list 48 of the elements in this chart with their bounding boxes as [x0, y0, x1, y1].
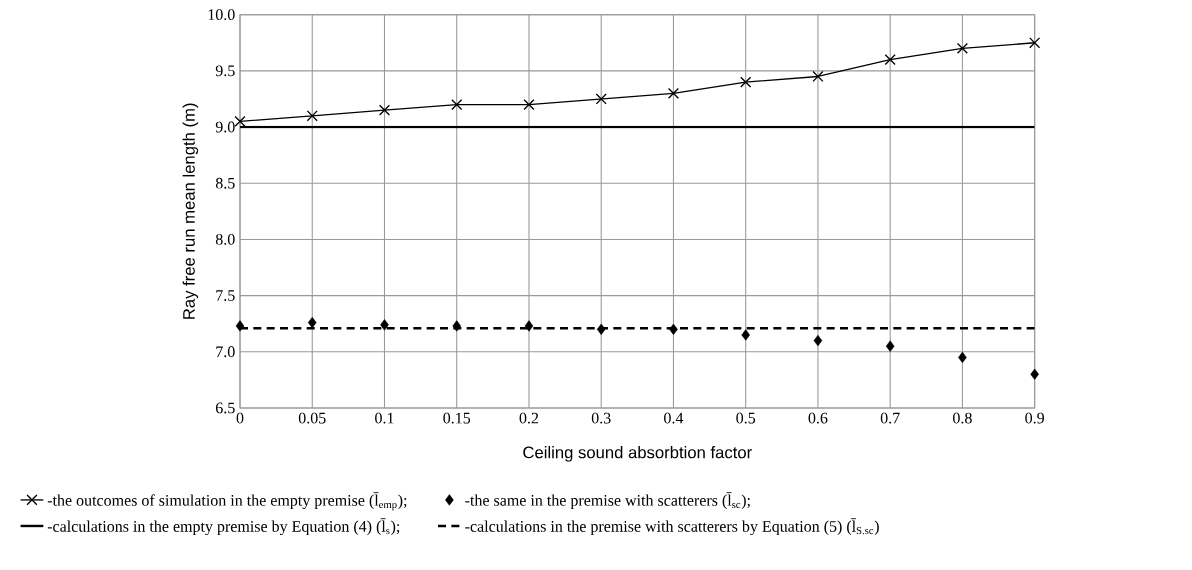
- point: [885, 340, 895, 352]
- point: [956, 42, 968, 54]
- point: [380, 319, 389, 331]
- point: [523, 98, 535, 111]
- point: [812, 70, 824, 83]
- x-tick-label: 0.5: [736, 412, 756, 424]
- y-tick-label: 10.0: [208, 9, 235, 21]
- point: [378, 104, 391, 116]
- y-tick-label: 6.5: [215, 402, 235, 414]
- y-tick-label: 9.0: [215, 121, 235, 133]
- x-axis-title: Ceiling sound absorbtion factor: [523, 446, 752, 462]
- point: [234, 115, 246, 127]
- legend-label: -calculations in the premise with scatterers by Equation (5) (l̄$_{S.sc}$): [465, 518, 879, 536]
- x-tick-label: 0.3: [591, 412, 611, 424]
- y-axis-title: Ray free run mean length (m): [182, 103, 199, 319]
- legend-label: -calculations in the empty premise by Equation (4) (l̄$_{s}$);: [47, 518, 400, 536]
- point: [306, 110, 318, 122]
- point: [235, 320, 245, 332]
- x-tick-label: 0.9: [1025, 412, 1045, 424]
- x-tick-label: 0.15: [443, 412, 471, 424]
- x-tick-label: 0.2: [519, 412, 539, 424]
- x-tick-label: 0.4: [664, 412, 684, 424]
- y-tick-label: 9.5: [215, 65, 235, 77]
- point: [595, 93, 607, 105]
- y-tick-label: 7.5: [216, 290, 235, 301]
- point: [884, 54, 896, 66]
- x-tick-label: 0: [236, 412, 244, 424]
- point: [596, 323, 606, 335]
- point: [524, 320, 534, 332]
- point: [1030, 368, 1039, 380]
- point: [741, 329, 750, 341]
- point: [452, 320, 461, 332]
- point: [669, 323, 678, 335]
- point: [740, 76, 752, 88]
- y-tick-label: 8.0: [215, 233, 235, 245]
- legend-label: -the outcomes of simulation in the empty premise (l̄$_{emp}$);: [47, 492, 407, 511]
- x-tick-label: 0.1: [375, 412, 394, 424]
- point: [451, 98, 463, 111]
- x-tick-label: 0.6: [808, 412, 828, 424]
- point: [813, 334, 823, 347]
- point: [1029, 37, 1041, 49]
- legend-label: -the same in the premise with scatterers (l̄$_{sc}$);: [465, 492, 750, 510]
- y-tick-label: 8.5: [215, 177, 235, 189]
- y-tick-label: 7.0: [216, 346, 235, 358]
- x-tick-label: 0.8: [953, 412, 972, 424]
- point: [667, 87, 680, 99]
- x-tick-label: 0.7: [880, 412, 900, 424]
- x-tick-label: 0.05: [298, 412, 326, 424]
